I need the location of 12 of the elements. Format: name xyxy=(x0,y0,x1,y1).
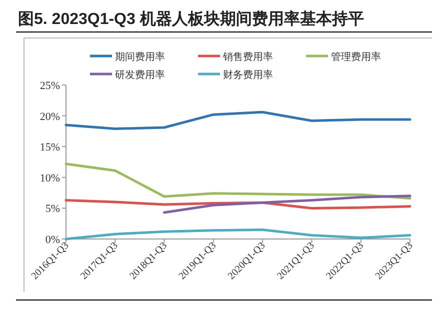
legend-label: 销售费用率 xyxy=(222,51,273,63)
chart-title: 图5. 2023Q1-Q3 机器人板块期间费用率基本持平 xyxy=(18,9,364,28)
y-tick-label: 0% xyxy=(45,234,60,246)
y-tick-label: 10% xyxy=(40,172,60,184)
y-tick-label: 25% xyxy=(40,80,60,92)
legend-label: 财务费用率 xyxy=(223,69,273,81)
y-tick-label: 15% xyxy=(40,142,60,154)
y-tick-label: 20% xyxy=(40,110,60,123)
legend-label: 研发费用率 xyxy=(115,69,165,81)
legend-label: 管理费用率 xyxy=(331,51,381,63)
legend-label: 期间费用率 xyxy=(115,51,165,63)
y-tick-label: 5% xyxy=(45,203,60,216)
